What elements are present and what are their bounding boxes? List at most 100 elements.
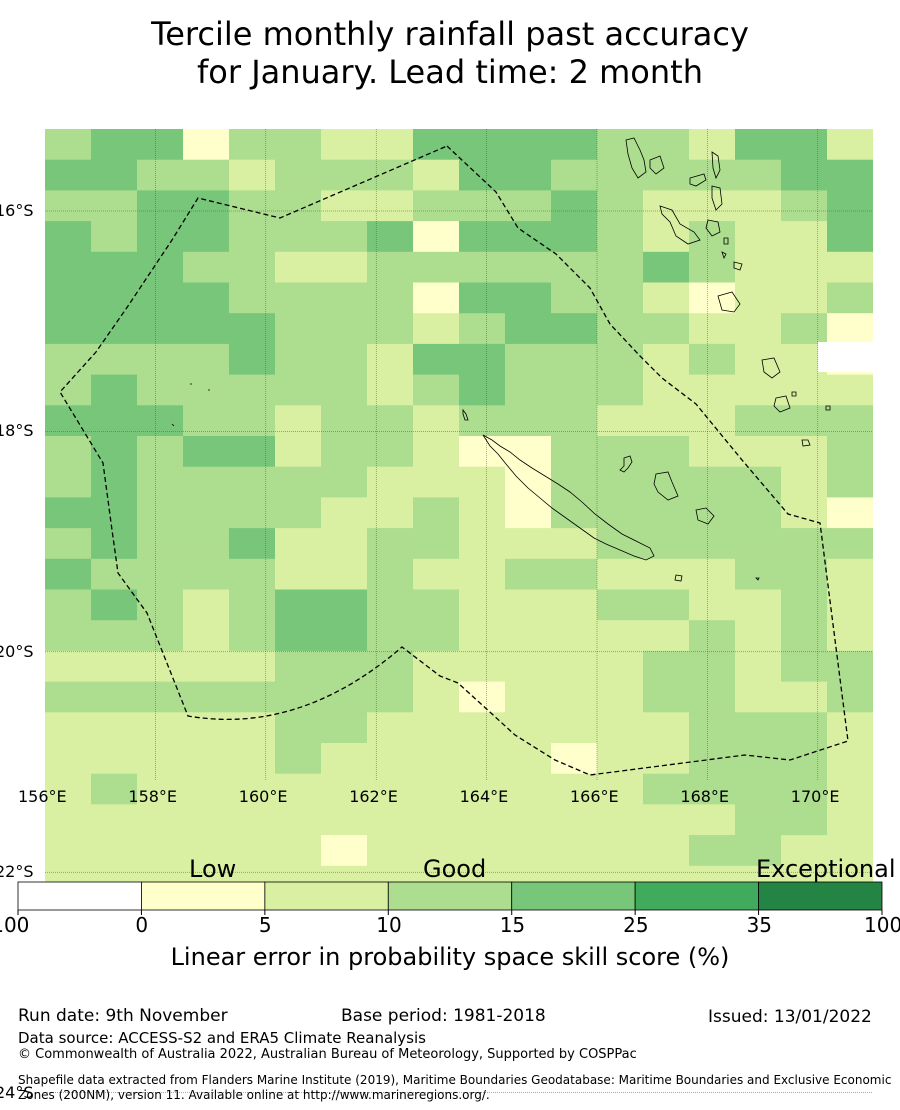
grid-cell [551,343,597,375]
grid-cell [413,159,459,191]
grid-cell [413,835,459,867]
belep-islands [462,408,469,421]
grid-cell [321,251,367,283]
grid-cell [45,558,91,590]
grid-cell [413,251,459,283]
grid-cell [597,190,643,222]
grid-cell [183,773,229,805]
grid-cell [229,497,275,529]
grid-cell [459,804,505,836]
shapefile-credit-line1: Shapefile data extracted from Flanders M… [18,1073,892,1087]
grid-cell [735,251,781,283]
grid-cell [413,497,459,529]
grid-cell [183,313,229,345]
walpole-island [674,574,683,582]
grid-cell [735,190,781,222]
grid-cell [459,251,505,283]
grid-cell [689,343,735,375]
grid-cell [91,650,137,682]
grid-cell [321,313,367,345]
grid-cell [689,712,735,744]
grid-cell [183,466,229,498]
grid-cell [45,773,91,805]
grid-cell [321,835,367,867]
grid-cell [597,681,643,713]
grid-cell [183,804,229,836]
grid-cell [459,466,505,498]
grid-cell [689,773,735,805]
grid-cell [183,159,229,191]
grid-cell [505,159,551,191]
grid-cell [459,374,505,406]
grid-cell [229,620,275,652]
colorbar-label-low: Low [189,855,237,883]
grid-cell [45,343,91,375]
grid-cell [551,743,597,775]
grid-cell [459,343,505,375]
grid-cell [735,466,781,498]
grid-cell [735,620,781,652]
grid-cell [551,374,597,406]
chart-title-line1: Tercile monthly rainfall past accuracy [151,15,749,53]
grid-cell [689,558,735,590]
grid-cell [413,650,459,682]
grid-cell [367,804,413,836]
grid-cell [229,773,275,805]
grid-cell [781,712,827,744]
grid-cell [367,221,413,253]
grid-cell [321,497,367,529]
grid-cell [367,343,413,375]
grid-cell [643,712,689,744]
grid-cell [91,712,137,744]
grid-cell [45,466,91,498]
grid-cell [367,773,413,805]
grid-cell [735,436,781,468]
grid-cell [321,159,367,191]
grid-cell [367,620,413,652]
grid-cell [91,405,137,437]
grid-cell [183,558,229,590]
grid-cell [781,804,827,836]
grid-cell [91,129,137,161]
grid-cell [183,835,229,867]
grid-cell [505,374,551,406]
grid-cell [137,251,183,283]
grid-cell [367,129,413,161]
mare-island [695,507,715,525]
grid-cell [45,313,91,345]
grid-cell [45,589,91,621]
colorbar-tick-label: 0 [135,913,149,937]
chart-title-line2: for January. Lead time: 2 month [197,53,703,91]
grid-cell [137,743,183,775]
grid-cell [229,712,275,744]
grid-cell [643,129,689,161]
grid-cell [183,528,229,560]
grid-cell [781,313,827,345]
grid-cell [643,620,689,652]
grid-cell [643,190,689,222]
lon-tick-label: 160°E [238,787,288,806]
grid-cell [321,436,367,468]
grid-cell [505,282,551,314]
grid-cell [781,282,827,314]
grid-cell [367,835,413,867]
grid-cell [229,129,275,161]
grid-cell [321,528,367,560]
grid-cell [505,558,551,590]
grid-cell [505,712,551,744]
grid-cell [827,804,873,836]
grid-cell [735,497,781,529]
grid-cell [321,343,367,375]
grid-cell [91,773,137,805]
grid-cell [91,589,137,621]
grid-cell [781,466,827,498]
grid-cell [781,405,827,437]
colorbar-tick-label: 15 [499,913,526,937]
grid-cell [689,221,735,253]
erromango-island [717,291,741,313]
grid-cell [367,282,413,314]
epi-island [711,185,723,211]
grid-cell [735,313,781,345]
grid-cell [827,497,873,529]
